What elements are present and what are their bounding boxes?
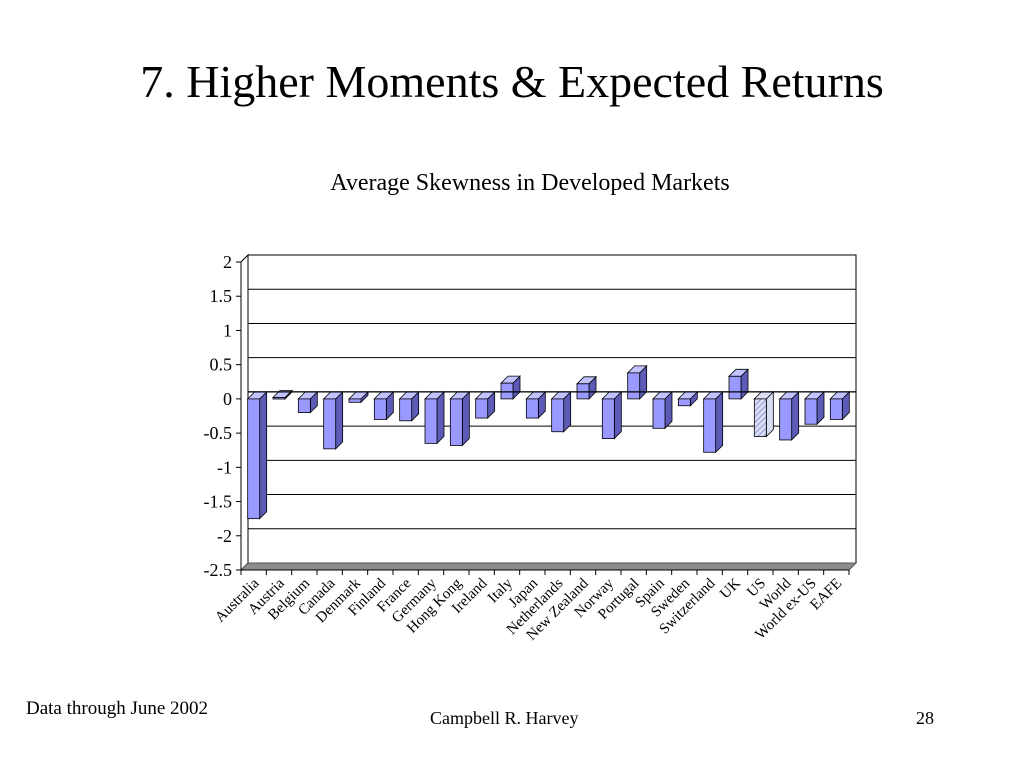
bar-eafe [829,398,843,420]
bar-switzerland [703,398,717,453]
y-tick-label: -2.5 [204,560,233,580]
y-tick-label: -0.5 [204,423,233,443]
bar-spain [652,398,666,429]
bar-ireland [475,398,489,419]
bar-side [613,390,622,440]
bar-uk [728,375,742,400]
bar-us [753,398,767,437]
y-tick-label: -1.5 [204,492,233,512]
footer-page-number: 28 [916,708,934,728]
bar-side [715,390,724,454]
bar-norway [601,398,615,439]
x-tick-label: UK [717,575,744,602]
bar-side [259,390,268,520]
bar-denmark [348,398,362,403]
chart-title: Average Skewness in Developed Markets [330,170,730,196]
bar-canada [323,398,337,450]
bar-japan [525,398,539,419]
bar-italy [500,382,514,400]
y-tick-label: 2 [223,252,232,272]
bar-world [779,398,793,441]
footer-page-mask [906,696,946,708]
bar-finland [373,398,387,420]
data-date-footnote: Data through June 2002 [26,698,209,719]
bar-australia [247,398,261,520]
bar-side [461,390,470,447]
bar-side [436,390,445,445]
bar-side [765,390,774,438]
footer-author: Campbell R. Harvey [430,708,579,728]
bar-side [791,390,800,441]
y-tick-label: 0.5 [210,355,233,375]
bar-austria [272,397,286,400]
plot-floor [239,562,858,571]
y-tick-label: 0 [223,389,232,409]
bar-belgium [297,398,311,413]
slide-title: 7. Higher Moments & Expected Returns [140,56,884,107]
y-tick-label: 1 [223,320,232,340]
y-tick-label: -2 [217,526,232,546]
bar-hong-kong [449,398,463,446]
bar-netherlands [551,398,565,433]
bar-sweden [677,398,691,407]
y-tick-label: -1 [217,457,232,477]
bar-germany [424,398,438,444]
bar-france [399,398,413,422]
bar-portugal [627,372,641,400]
bar-side [335,390,344,450]
y-tick-label: 1.5 [210,286,233,306]
plot-left-wall [240,253,249,572]
bar-world-ex-us [804,398,818,425]
footer-text-mask [420,696,620,708]
